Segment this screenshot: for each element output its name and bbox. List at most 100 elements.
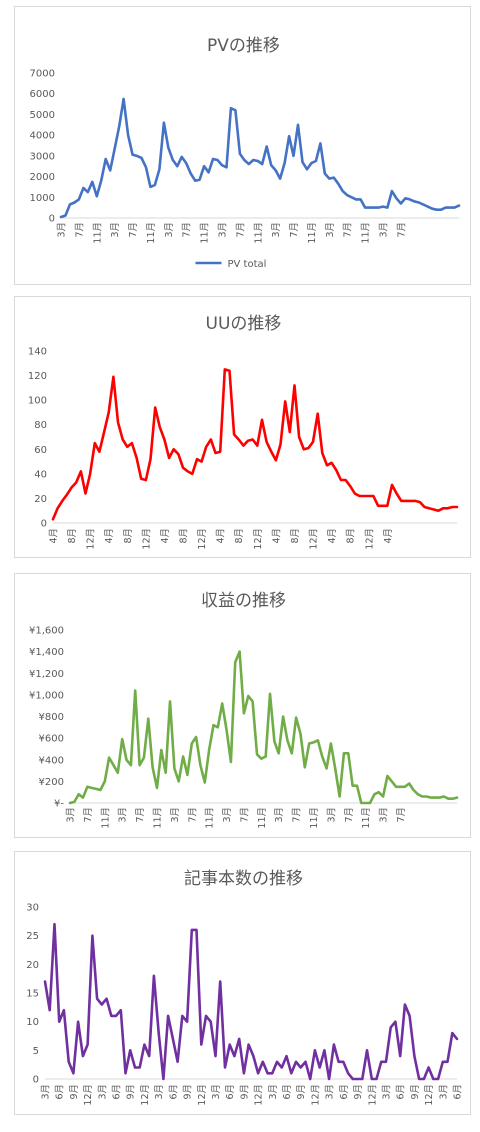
pv-x-tick-label: 11月 — [92, 222, 103, 244]
pv-chart: PVの推移 0 1000 2000 3000 4000 5000 6000 7000 3月 7月 11… — [30, 36, 461, 270]
articles-x-tick-label: 12月 — [424, 1084, 435, 1106]
articles-x-tick-label: 6月 — [55, 1084, 66, 1100]
pv-x-tick-label: 3月 — [378, 222, 389, 238]
uu-x-tick-label: 12月 — [253, 528, 264, 550]
articles-x-tick-label: 6月 — [168, 1084, 179, 1100]
pv-x-tick-label: 11月 — [307, 222, 318, 244]
pv-x-tick-label: 7月 — [128, 222, 139, 238]
articles-x-tick-label: 9月 — [69, 1084, 80, 1100]
articles-y-tick-label: 5 — [33, 1046, 39, 1057]
revenue-y-tick-label: ¥1,400 — [29, 647, 64, 658]
articles-y-tick-label: 15 — [26, 989, 39, 1000]
revenue-x-tick-label: 11月 — [309, 807, 320, 829]
revenue-chart-panel: 収益の推移 ¥- ¥200 ¥400 ¥600 ¥800 ¥1,000 ¥1,200 ¥1,40… — [14, 573, 471, 838]
articles-x-tick-label: 12月 — [197, 1084, 208, 1106]
pv-x-tick-label: 7月 — [396, 222, 407, 238]
pv-y-tick-label: 6000 — [30, 89, 55, 100]
revenue-x-tick-label: 11月 — [205, 807, 216, 829]
articles-x-tick-label: 3月 — [97, 1084, 108, 1100]
uu-x-tick-label: 12月 — [86, 528, 97, 550]
revenue-x-tick-label: 11月 — [152, 807, 163, 829]
uu-chart-title: UUの推移 — [206, 314, 282, 334]
revenue-y-tick-label: ¥400 — [39, 755, 64, 766]
revenue-y-tick-label: ¥1,200 — [29, 669, 64, 680]
revenue-chart-title: 収益の推移 — [201, 591, 286, 611]
uu-x-tick-label: 12月 — [197, 528, 208, 550]
uu-x-tick-label: 8月 — [67, 528, 78, 544]
revenue-x-tick-label: 7月 — [135, 807, 146, 823]
pv-x-tick-label: 7月 — [289, 222, 300, 238]
revenue-x-tick-label: 11月 — [257, 807, 268, 829]
articles-x-tick-label: 6月 — [225, 1084, 236, 1100]
articles-x-tick-label: 3月 — [268, 1084, 279, 1100]
pv-y-tick-label: 7000 — [30, 69, 55, 80]
revenue-y-tick-label: ¥- — [54, 799, 64, 810]
revenue-x-tick-label: 3月 — [379, 807, 390, 823]
uu-x-tick-label: 12月 — [364, 528, 375, 550]
articles-y-tick-label: 30 — [26, 903, 39, 914]
pv-x-tick-label: 7月 — [74, 222, 85, 238]
revenue-x-tick-label: 7月 — [239, 807, 250, 823]
uu-x-tick-label: 8月 — [123, 528, 134, 544]
uu-x-tick-label: 8月 — [346, 528, 357, 544]
articles-x-tick-label: 3月 — [438, 1084, 449, 1100]
articles-x-tick-label: 12月 — [83, 1084, 94, 1106]
revenue-x-tick-label: 3月 — [326, 807, 337, 823]
pv-legend-label: PV total — [228, 259, 267, 270]
uu-x-tick-label: 4月 — [271, 528, 282, 544]
uu-x-tick-label: 4月 — [160, 528, 171, 544]
revenue-x-tick-label: 11月 — [100, 807, 111, 829]
articles-x-tick-label: 6月 — [396, 1084, 407, 1100]
articles-x-tick-label: 6月 — [112, 1084, 123, 1100]
revenue-x-tick-label: 7月 — [396, 807, 407, 823]
uu-chart-panel: UUの推移 0 20 40 60 80 100 120 140 4月 8月 12月 4月 8月 12月 4月 8… — [14, 296, 471, 558]
uu-x-tick-label: 4月 — [383, 528, 394, 544]
revenue-series-line — [68, 650, 459, 805]
articles-x-tick-label: 3月 — [381, 1084, 392, 1100]
revenue-y-tick-label: ¥200 — [39, 777, 64, 788]
uu-x-tick-label: 12月 — [309, 528, 320, 550]
articles-x-tick-label: 9月 — [296, 1084, 307, 1100]
articles-x-tick-label: 3月 — [325, 1084, 336, 1100]
uu-x-tick-label: 12月 — [141, 528, 152, 550]
pv-y-tick-label: 1000 — [30, 193, 55, 204]
uu-y-tick-label: 80 — [34, 420, 47, 431]
articles-x-tick-label: 12月 — [367, 1084, 378, 1106]
articles-chart-title: 記事本数の推移 — [184, 869, 303, 889]
articles-x-tick-label: 9月 — [183, 1084, 194, 1100]
articles-x-tick-label: 6月 — [282, 1084, 293, 1100]
articles-series-line — [43, 922, 459, 1081]
pv-x-tick-label: 7月 — [343, 222, 354, 238]
articles-x-tick-label: 6月 — [453, 1084, 464, 1100]
pv-x-tick-label: 3月 — [325, 222, 336, 238]
articles-y-tick-label: 10 — [26, 1017, 39, 1028]
pv-x-tick-label: 3月 — [57, 222, 68, 238]
revenue-chart: 収益の推移 ¥- ¥200 ¥400 ¥600 ¥800 ¥1,000 ¥1,200 ¥1,40… — [29, 591, 459, 829]
uu-y-tick-label: 120 — [28, 371, 47, 382]
revenue-x-tick-label: 7月 — [187, 807, 198, 823]
uu-y-tick-label: 60 — [34, 445, 47, 456]
pv-series-line — [59, 97, 461, 219]
uu-chart: UUの推移 0 20 40 60 80 100 120 140 4月 8月 12月 4月 8月 12月 4月 8… — [28, 314, 459, 550]
pv-x-tick-label: 11月 — [253, 222, 264, 244]
pv-y-tick-label: 4000 — [30, 131, 55, 142]
uu-series-line — [51, 368, 459, 521]
pv-y-tick-label: 2000 — [30, 172, 55, 183]
uu-x-tick-label: 8月 — [234, 528, 245, 544]
uu-x-tick-label: 4月 — [216, 528, 227, 544]
uu-y-tick-label: 40 — [34, 469, 47, 480]
pv-x-tick-label: 7月 — [235, 222, 246, 238]
revenue-x-tick-label: 3月 — [170, 807, 181, 823]
revenue-x-tick-label: 7月 — [344, 807, 355, 823]
articles-y-tick-label: 20 — [26, 960, 39, 971]
revenue-y-tick-label: ¥800 — [39, 712, 64, 723]
articles-x-tick-label: 9月 — [239, 1084, 250, 1100]
revenue-y-tick-label: ¥600 — [39, 734, 64, 745]
uu-y-tick-label: 0 — [41, 519, 47, 530]
pv-chart-panel: PVの推移 0 1000 2000 3000 4000 5000 6000 7000 3月 7月 11… — [14, 6, 471, 285]
pv-y-tick-label: 3000 — [30, 151, 55, 162]
revenue-x-tick-label: 3月 — [66, 807, 77, 823]
articles-x-tick-label: 9月 — [410, 1084, 421, 1100]
articles-y-tick-label: 0 — [33, 1075, 39, 1086]
